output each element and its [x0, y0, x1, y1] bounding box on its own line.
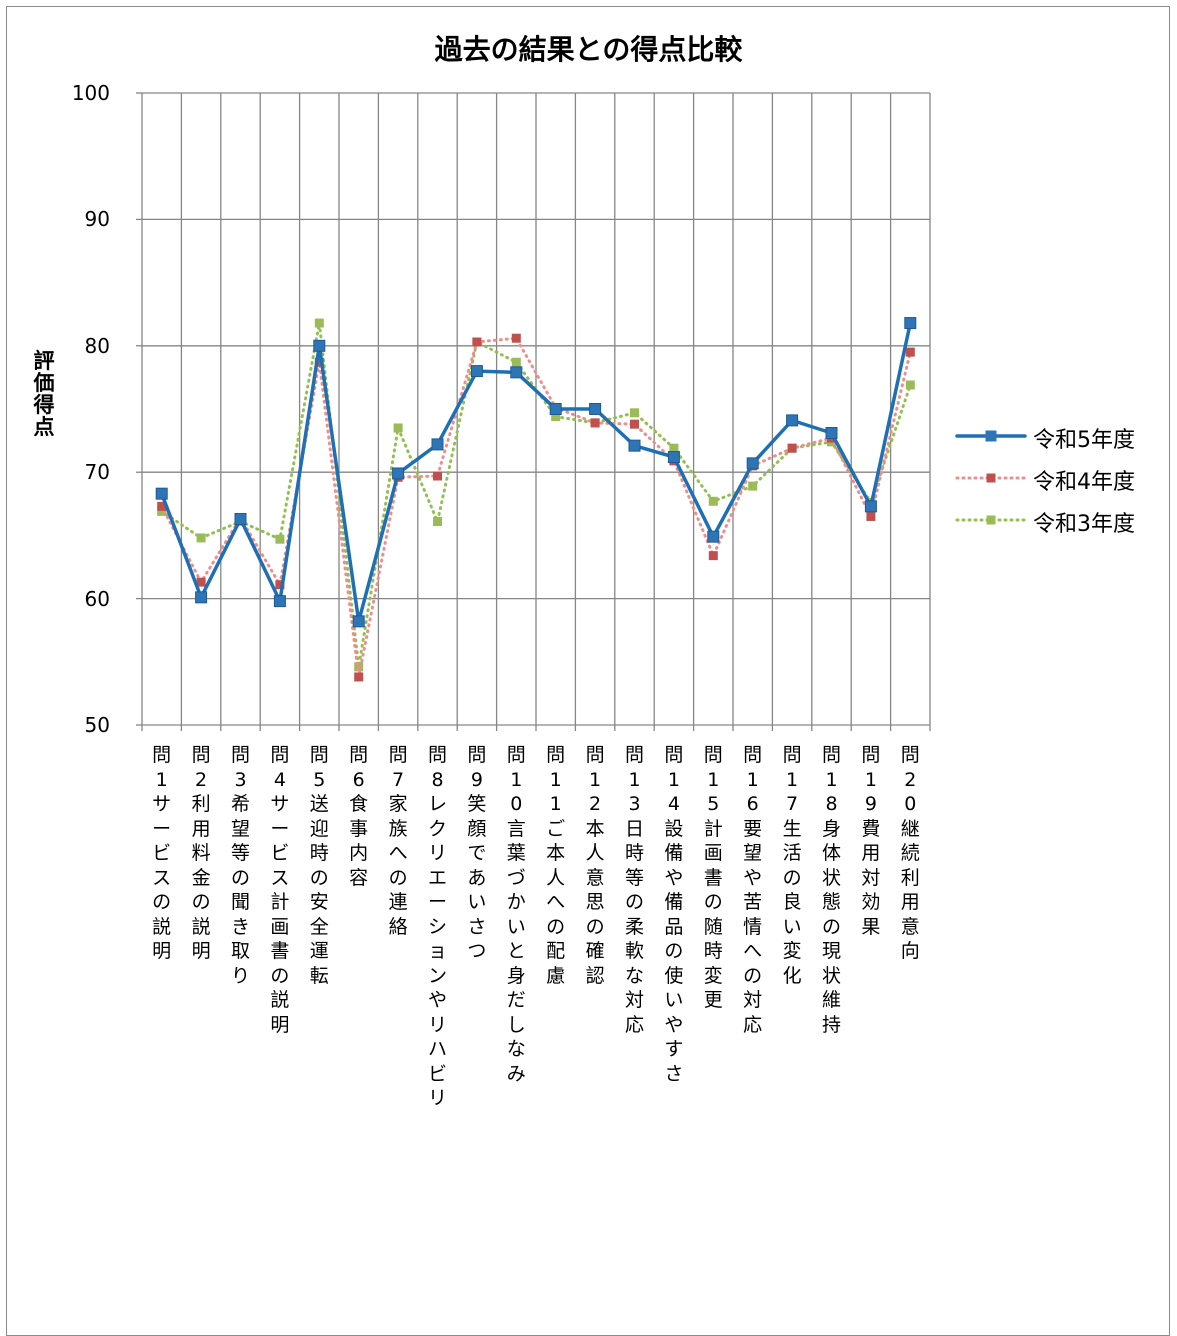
y-axis-title: 評価得点	[33, 349, 55, 439]
data-point	[630, 408, 639, 418]
x-category-label: 問4サービス計画書の説明	[270, 744, 290, 1036]
legend-swatch	[955, 515, 1027, 525]
data-point	[275, 534, 285, 544]
data-point	[196, 533, 206, 543]
data-point	[275, 580, 285, 590]
x-category-label: 問13日時等の柔軟な対応	[624, 744, 644, 1036]
data-point	[589, 403, 602, 415]
data-point	[511, 357, 521, 367]
legend-swatch	[955, 430, 1027, 442]
data-point	[590, 418, 600, 428]
x-category-label: 問17生活の良い変化	[782, 744, 802, 987]
data-point	[551, 412, 561, 422]
x-category-label: 問2利用料金の説明	[191, 744, 211, 962]
data-point	[470, 365, 483, 378]
series-layer	[155, 317, 917, 682]
x-category-label: 問9笑顔であいさつ	[467, 744, 487, 962]
x-category-label: 問11ご本人への配慮	[546, 744, 566, 987]
y-tick-label: 50	[84, 713, 110, 737]
data-point	[234, 512, 247, 525]
data-point	[511, 333, 521, 343]
data-point	[708, 496, 718, 506]
data-point	[786, 414, 799, 427]
data-point	[433, 516, 442, 526]
chart-title: 過去の結果との得点比較	[434, 33, 743, 66]
data-point	[352, 615, 365, 628]
data-point	[667, 451, 680, 464]
data-point	[905, 347, 915, 357]
x-category-label: 問19費用対効果	[861, 744, 881, 938]
data-point	[354, 672, 364, 682]
data-point	[157, 506, 167, 516]
x-category-label: 問20継続利用意向	[900, 744, 920, 962]
data-point	[431, 438, 444, 451]
data-point	[354, 662, 364, 672]
x-category-label: 問5送迎時の安全運転	[309, 744, 329, 987]
legend-label: 令和5年度	[1033, 428, 1135, 453]
data-point	[905, 380, 915, 390]
x-category-label: 問15計画書の随時変更	[703, 744, 723, 1011]
x-category-label: 問14設備や備品の使いやすさ	[664, 744, 684, 1085]
y-tick-label: 100	[71, 81, 110, 105]
series-line	[159, 321, 913, 624]
data-point	[904, 317, 917, 330]
x-category-label: 問10言葉づかいと身だしなみ	[506, 744, 526, 1085]
data-point	[510, 366, 523, 379]
data-point	[196, 577, 206, 587]
x-category-label: 問7家族への連絡	[388, 744, 408, 938]
data-point	[314, 357, 324, 367]
x-category-label: 問16要望や苦情への対応	[743, 744, 763, 1036]
x-category-label: 問12本人意思の確認	[585, 744, 605, 987]
series-1	[155, 317, 917, 628]
data-point	[669, 443, 679, 453]
x-category-label: 問3希望等の聞き取り	[230, 744, 250, 987]
data-point	[155, 487, 168, 500]
data-point	[628, 439, 641, 452]
data-point	[392, 467, 405, 480]
x-category-label: 問6食事内容	[349, 744, 369, 889]
data-point	[433, 471, 442, 481]
data-point	[787, 443, 797, 453]
x-category-label: 問8レクリエーションやリハビリ	[427, 744, 447, 1109]
x-category-label: 問18身体状態の現状維持	[821, 744, 841, 1036]
data-point	[472, 337, 482, 347]
data-point	[825, 427, 838, 440]
x-category-label: 問1サービスの説明	[152, 744, 172, 962]
chart-frame	[6, 6, 1170, 1336]
data-point	[708, 551, 718, 561]
data-point	[748, 481, 758, 491]
data-point	[864, 500, 877, 513]
data-point	[707, 530, 720, 543]
data-point	[157, 501, 167, 511]
y-tick-label: 80	[84, 333, 110, 358]
legend-label: 令和4年度	[1033, 470, 1135, 495]
data-point	[195, 591, 208, 604]
data-point	[393, 423, 403, 433]
y-tick-label: 70	[84, 460, 110, 485]
data-point	[630, 419, 639, 429]
data-point	[313, 339, 326, 352]
y-tick-label: 90	[84, 207, 110, 232]
legend-label: 令和3年度	[1033, 512, 1135, 537]
gridlines	[136, 92, 931, 731]
legend-swatch	[955, 473, 1027, 483]
data-point	[549, 403, 562, 415]
data-point	[746, 457, 759, 470]
data-point	[866, 511, 876, 521]
y-tick-label: 60	[84, 586, 110, 611]
data-point	[273, 595, 286, 608]
data-point	[314, 318, 324, 328]
